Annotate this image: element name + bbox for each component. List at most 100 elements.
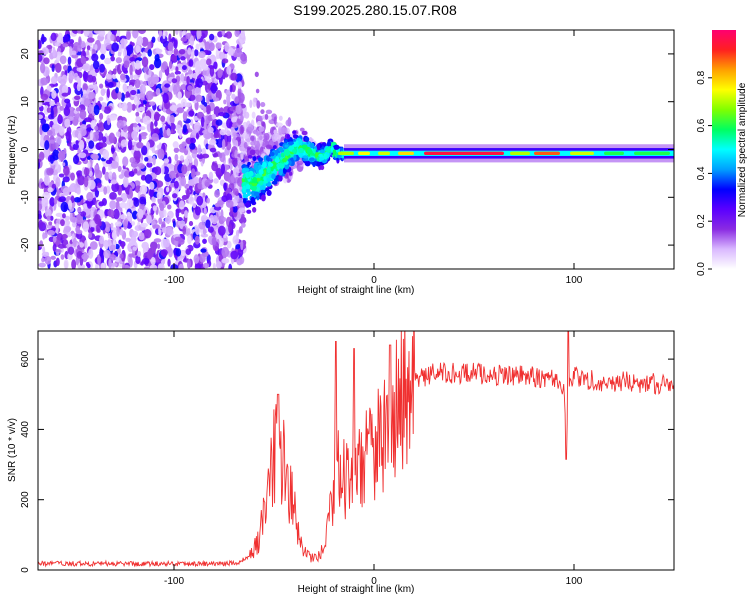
- spectrogram-noise-blob: [255, 88, 260, 94]
- spectrogram-noise-blob: [231, 116, 238, 123]
- spectrogram-noise-blob: [44, 208, 52, 218]
- spectrogram-noise-blob: [77, 30, 82, 34]
- spectrogram-noise-blob: [194, 235, 200, 245]
- spectrogram-noise-blob: [191, 149, 198, 154]
- spectrogram-transition-blob: [258, 169, 264, 175]
- spectrogram-noise-blob: [260, 109, 265, 115]
- snr-ylabel: SNR (10 * v/v): [7, 418, 18, 482]
- spectrogram-noise-blob: [106, 74, 112, 80]
- spectrogram-noise-blob: [63, 258, 69, 269]
- spectrogram-noise-blob: [243, 141, 248, 149]
- spectrogram-noise-blob: [217, 200, 224, 206]
- spectrogram-noise-blob: [221, 30, 226, 36]
- colorbar-label: Normalized spectral amplitude: [737, 82, 748, 217]
- spectrogram-noise-blob: [186, 54, 190, 62]
- spectrogram-noise-blob: [180, 84, 187, 91]
- spectrogram-noise-blob: [58, 173, 65, 178]
- spectrogram-noise-blob: [72, 154, 80, 165]
- spectrogram-noise-blob: [142, 83, 146, 94]
- spectrogram-transition-blob: [242, 196, 247, 204]
- spectrogram-noise-blob: [204, 181, 210, 187]
- spectrogram-noise-blob: [151, 36, 156, 43]
- spectrogram-transition-blob: [302, 155, 309, 159]
- spectrogram-noise-blob: [60, 254, 65, 260]
- spectrogram-transition-blob: [326, 141, 332, 148]
- spectrogram-noise-blob: [165, 186, 170, 193]
- spectrogram-noise-blob: [234, 149, 238, 159]
- spectrogram-noise-blob: [38, 262, 46, 268]
- spectrogram-noise-blob: [152, 224, 160, 229]
- spectrogram-noise-blob: [48, 221, 53, 226]
- spectrogram-noise-blob: [114, 221, 123, 227]
- spectrogram-noise-blob: [221, 195, 228, 203]
- spectrogram-noise-blob: [82, 120, 87, 125]
- spectrogram-transition-blob: [248, 170, 254, 177]
- spectrogram-noise-blob: [160, 115, 166, 123]
- spectrogram-noise-blob: [202, 238, 207, 244]
- spectrogram-noise-blob: [91, 153, 99, 161]
- spectrogram-noise-blob: [110, 262, 118, 267]
- spectrogram-noise-blob: [229, 84, 233, 93]
- spectrogram-noise-blob: [151, 196, 156, 203]
- spectrogram-noise-blob: [192, 202, 197, 209]
- spectrogram-noise-blob: [202, 262, 210, 269]
- spectrogram-noise-blob: [167, 41, 174, 52]
- spectrogram-noise-blob: [125, 91, 131, 98]
- spectrogram-noise-blob: [43, 174, 50, 186]
- spectrogram-noise-blob: [102, 149, 110, 160]
- spectrogram-noise-blob: [278, 115, 283, 121]
- spectrogram-transition-blob: [312, 148, 316, 153]
- colorbar-gradient: [712, 30, 736, 269]
- spectrogram-noise-blob: [296, 160, 304, 166]
- spectrogram-noise-blob: [111, 147, 115, 153]
- spectrogram-transition-blob: [257, 157, 264, 162]
- spectrogram-noise-blob: [237, 197, 244, 208]
- spectrogram-noise-blob: [76, 75, 80, 84]
- spectrogram-transition-blob: [263, 176, 267, 181]
- spectrogram-noise-blob: [94, 44, 98, 51]
- colorbar-tick-label: 0.0: [696, 262, 707, 276]
- spectrogram-transition-blob: [266, 181, 272, 187]
- spectrogram-noise-blob: [164, 216, 172, 224]
- spectrogram-noise-blob: [76, 187, 81, 195]
- spectrogram-noise-blob: [224, 42, 230, 53]
- spectrogram-noise-blob: [228, 263, 233, 269]
- spectrogram-noise-blob: [56, 218, 62, 225]
- spectrogram-noise-blob: [126, 44, 134, 55]
- spectrogram-noise-blob: [186, 259, 191, 269]
- spectrogram-noise-blob: [233, 188, 239, 196]
- spectrogram-noise-blob: [54, 223, 60, 229]
- spectrogram-noise-blob: [151, 133, 159, 142]
- snr-ytick-label: 600: [20, 350, 31, 367]
- spectrogram-noise-blob: [111, 182, 120, 193]
- spectrogram-transition-blob: [336, 154, 342, 159]
- spectrogram-noise-blob: [50, 255, 56, 260]
- spectrogram-noise-blob: [50, 76, 58, 85]
- spectrogram-noise-blob: [69, 216, 78, 223]
- spectrogram-transition-blob: [280, 152, 285, 158]
- spectrogram-noise-blob: [137, 30, 146, 35]
- spectrogram-noise-blob: [105, 226, 111, 233]
- spectrogram-noise-blob: [82, 57, 87, 65]
- spectrogram-transition-blob: [246, 209, 252, 214]
- spectrogram-noise-blob: [176, 107, 185, 114]
- spectrogram-noise-blob: [188, 196, 195, 205]
- spectrogram-noise-blob: [169, 104, 178, 112]
- spectrogram-noise-blob: [154, 111, 160, 122]
- spectrogram-noise-blob: [189, 35, 195, 47]
- spectrogram-noise-blob: [195, 94, 203, 102]
- spectrogram-noise-blob: [133, 122, 138, 128]
- spectrogram-noise-blob: [98, 30, 106, 37]
- spectrogram-noise-blob: [158, 207, 166, 219]
- spectrogram-noise-blob: [193, 49, 199, 57]
- spectrogram-noise-blob: [159, 35, 168, 44]
- spectrogram-noise-blob: [224, 52, 228, 59]
- spectrogram-transition-blob: [244, 201, 251, 208]
- spectrogram-noise-blob: [256, 100, 261, 109]
- spectrogram-noise-blob: [230, 72, 238, 81]
- spectrogram-noise-blob: [236, 258, 243, 266]
- spectrogram-noise-blob: [75, 225, 81, 233]
- spectrogram-noise-blob: [115, 57, 123, 64]
- spectrogram-noise-blob: [117, 91, 122, 100]
- spectrogram-noise-blob: [146, 214, 152, 224]
